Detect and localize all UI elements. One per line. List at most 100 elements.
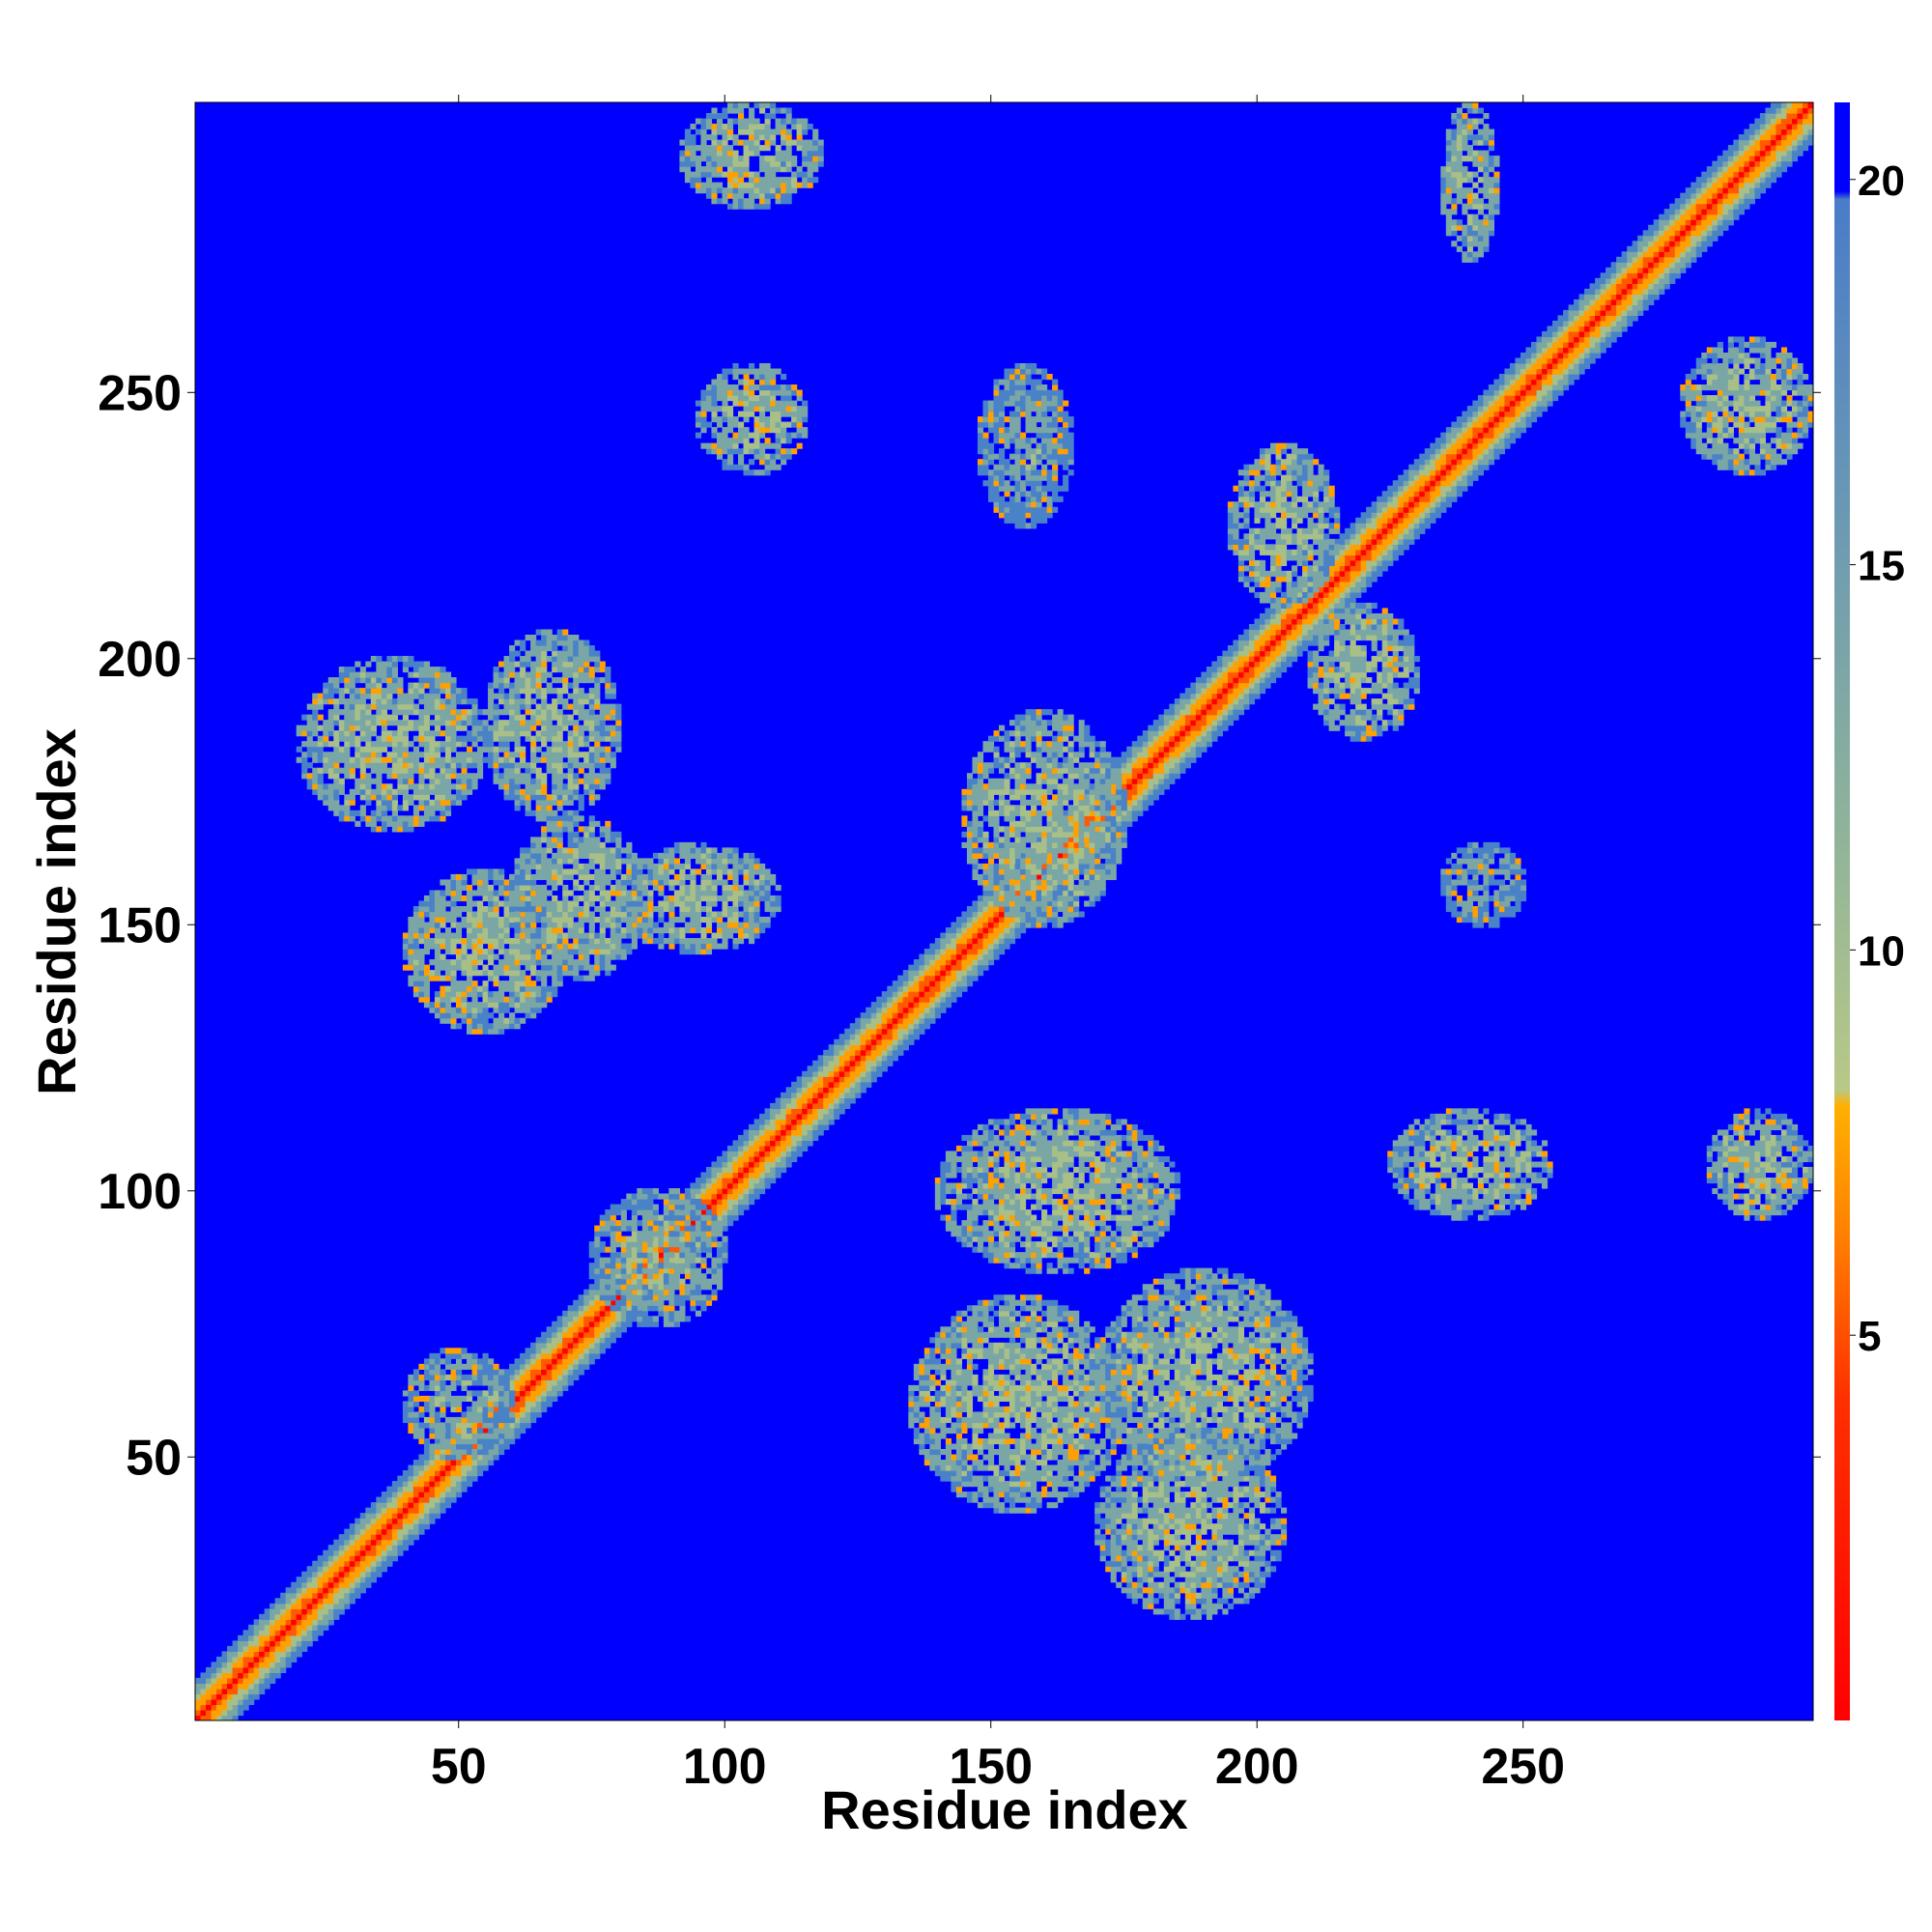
contact-cell: [397, 767, 404, 774]
diagonal-cell: [1712, 177, 1719, 184]
diagonal-cell: [238, 1688, 244, 1695]
diagonal-cell: [753, 1119, 760, 1125]
diagonal-cell: [945, 953, 952, 960]
diagonal-cell: [892, 1002, 898, 1009]
diagonal-cell: [1360, 533, 1367, 540]
diagonal-cell: [455, 1475, 463, 1482]
diagonal-cell: [1627, 320, 1634, 327]
diagonal-cell: [1680, 209, 1687, 215]
diagonal-cell: [1680, 203, 1687, 210]
diagonal-cell: [626, 1305, 633, 1312]
diagonal-cell: [583, 1342, 590, 1349]
diagonal-cell: [897, 985, 904, 992]
contact-cell: [338, 756, 345, 763]
diagonal-cell: [1366, 527, 1373, 534]
diagonal-cell: [887, 1007, 894, 1013]
diagonal-cell: [1574, 336, 1580, 343]
diagonal-cell: [546, 1352, 553, 1359]
diagonal-cell: [1254, 661, 1261, 668]
diagonal-cell: [1637, 283, 1644, 290]
diagonal-cell: [844, 1065, 851, 1072]
diagonal-cell: [1770, 107, 1777, 114]
diagonal-cell: [647, 1225, 654, 1232]
diagonal-cell: [1547, 400, 1553, 407]
diagonal-cell: [940, 932, 947, 939]
diagonal-cell: [365, 1560, 372, 1567]
diagonal-cell: [1110, 788, 1117, 795]
diagonal-cell: [1201, 714, 1208, 721]
diagonal-cell: [1695, 235, 1702, 242]
diagonal-cell: [802, 1123, 809, 1130]
diagonal-cell: [444, 1427, 452, 1435]
diagonal-cell: [1595, 347, 1602, 354]
diagonal-cell: [866, 1007, 872, 1013]
diagonal-cell: [849, 1065, 856, 1072]
diagonal-cell: [1659, 235, 1665, 242]
diagonal-cell: [897, 980, 904, 987]
diagonal-cell: [1206, 698, 1212, 705]
diagonal-cell: [722, 1182, 728, 1189]
diagonal-cell: [796, 1081, 803, 1088]
contact-cell: [344, 815, 351, 822]
diagonal-cell: [1371, 544, 1378, 551]
diagonal-cell: [573, 1369, 580, 1376]
diagonal-cell: [1627, 304, 1634, 311]
diagonal-cell: [1462, 442, 1468, 449]
diagonal-cell: [945, 959, 952, 966]
diagonal-cell: [807, 1108, 813, 1115]
diagonal-cell: [1302, 618, 1309, 625]
diagonal-cell: [1722, 156, 1729, 162]
diagonal-cell: [1264, 682, 1271, 689]
diagonal-cell: [1264, 661, 1271, 668]
diagonal-cell: [1605, 336, 1612, 343]
diagonal-cell: [206, 1704, 213, 1711]
diagonal-cell: [1605, 298, 1612, 305]
diagonal-cell: [1355, 570, 1362, 577]
diagonal-cell: [1195, 720, 1202, 726]
diagonal-cell: [1227, 709, 1235, 716]
diagonal-cell: [397, 1549, 404, 1556]
diagonal-cell: [567, 1326, 574, 1333]
diagonal-cell: [1776, 171, 1782, 178]
diagonal-cell: [1222, 688, 1229, 695]
diagonal-cell: [892, 1055, 898, 1062]
diagonal-cell: [429, 1486, 436, 1492]
contact-cell: [397, 688, 404, 695]
diagonal-cell: [749, 1140, 755, 1147]
diagonal-cell: [509, 1363, 516, 1370]
diagonal-cell: [1786, 156, 1793, 162]
diagonal-cell: [1148, 730, 1154, 737]
diagonal-cell: [1712, 166, 1719, 173]
diagonal-cell: [1360, 576, 1367, 582]
diagonal-cell: [1269, 634, 1277, 641]
diagonal-cell: [1413, 485, 1420, 492]
diagonal-cell: [1248, 656, 1256, 663]
diagonal-cell: [1152, 778, 1159, 784]
diagonal-cell: [951, 975, 957, 981]
contact-cell: [344, 720, 351, 726]
diagonal-cell: [1748, 160, 1755, 167]
diagonal-cell: [1222, 724, 1229, 731]
diagonal-cell: [1184, 756, 1191, 763]
contact-cell: [338, 767, 345, 774]
diagonal-cell: [1600, 283, 1606, 290]
diagonal-cell: [291, 1634, 298, 1641]
diagonal-cell: [1733, 139, 1740, 146]
diagonal-cell: [855, 1070, 862, 1077]
diagonal-cell: [556, 1321, 563, 1327]
diagonal-cell: [376, 1534, 383, 1541]
diagonal-cell: [514, 1401, 521, 1407]
diagonal-cell: [934, 980, 941, 987]
diagonal-cell: [552, 1337, 558, 1344]
diagonal-cell: [902, 980, 909, 987]
contact-cell: [365, 746, 372, 753]
diagonal-cell: [1584, 309, 1591, 316]
diagonal-cell: [1248, 650, 1256, 657]
diagonal-cell: [775, 1129, 781, 1136]
diagonal-cell: [1089, 815, 1095, 822]
contact-cell: [408, 693, 414, 699]
diagonal-cell: [1169, 720, 1176, 726]
diagonal-cell: [1738, 160, 1745, 167]
diagonal-cell: [738, 1155, 745, 1163]
diagonal-cell: [1637, 251, 1644, 258]
